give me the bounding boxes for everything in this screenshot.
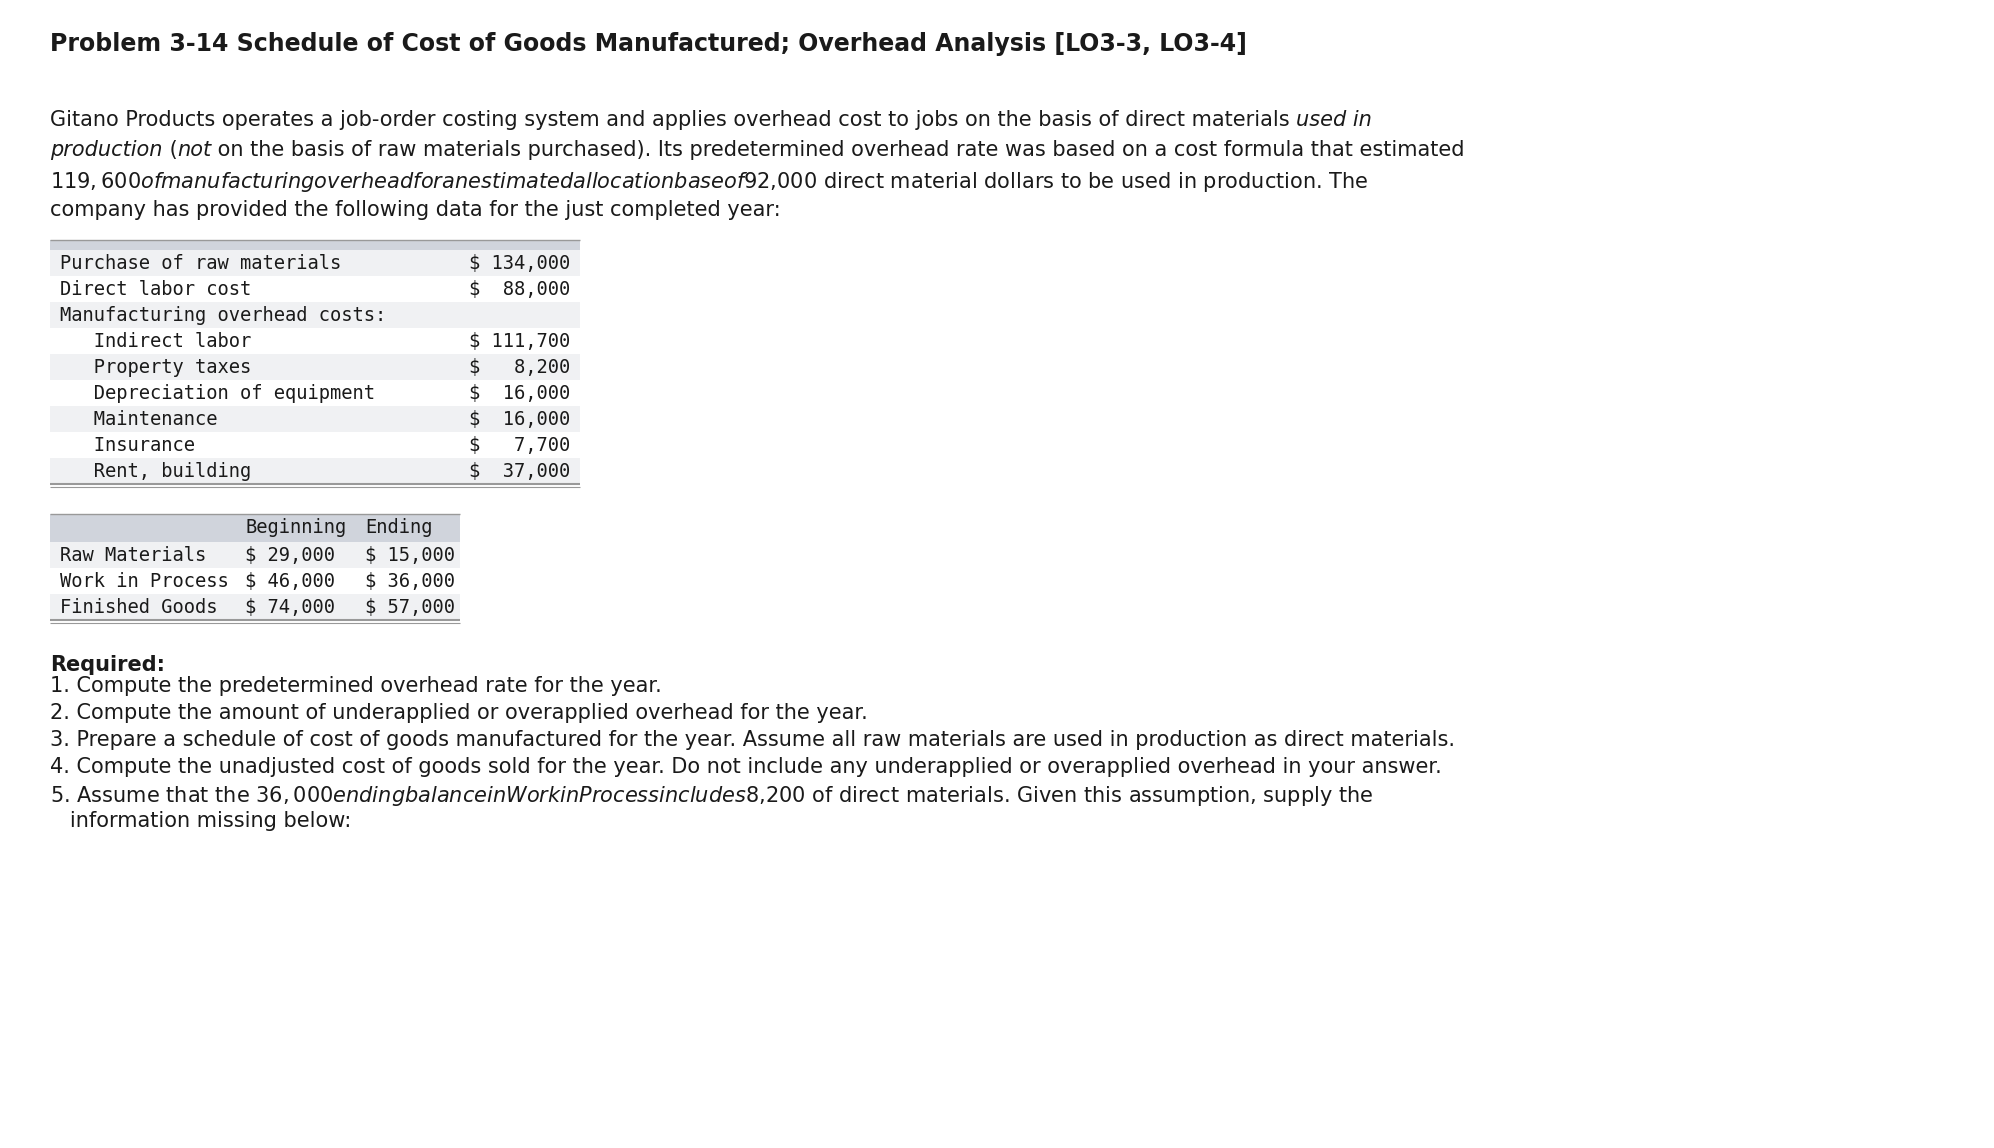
Text: $ 36,000: $ 36,000 — [365, 572, 455, 591]
Text: information missing below:: information missing below: — [50, 810, 351, 831]
Text: 3. Prepare a schedule of cost of goods manufactured for the year. Assume all raw: 3. Prepare a schedule of cost of goods m… — [50, 730, 1456, 750]
Text: Maintenance: Maintenance — [60, 410, 217, 429]
Text: production: production — [50, 140, 162, 160]
Text: Direct labor cost: Direct labor cost — [60, 280, 251, 298]
Text: $ 57,000: $ 57,000 — [365, 598, 455, 616]
Text: Insurance: Insurance — [60, 436, 195, 455]
Text: Ending: Ending — [365, 518, 433, 537]
Bar — [50, 514, 461, 542]
Text: (: ( — [162, 140, 177, 160]
Text: Rent, building: Rent, building — [60, 461, 251, 481]
Text: $ 46,000: $ 46,000 — [245, 572, 335, 591]
Text: $ 134,000: $ 134,000 — [469, 254, 570, 273]
Bar — [50, 328, 580, 354]
Text: $119,600 of manufacturing overhead for an estimated allocation base of $92,000 d: $119,600 of manufacturing overhead for a… — [50, 170, 1368, 194]
Text: Work in Process: Work in Process — [60, 572, 229, 591]
Bar — [50, 568, 461, 594]
Text: 5. Assume that the $36,000 ending balance in Work in Process includes $8,200 of : 5. Assume that the $36,000 ending balanc… — [50, 784, 1374, 808]
Text: Gitano Products operates a job-order costing system and applies overhead cost to: Gitano Products operates a job-order cos… — [50, 110, 1296, 130]
Text: 4. Compute the unadjusted cost of goods sold for the year. Do not include any un: 4. Compute the unadjusted cost of goods … — [50, 757, 1442, 777]
Bar — [50, 380, 580, 406]
Text: $ 15,000: $ 15,000 — [365, 546, 455, 565]
Text: $  88,000: $ 88,000 — [469, 280, 570, 298]
Text: not: not — [177, 140, 211, 160]
Bar — [50, 458, 580, 484]
Text: on the basis of raw materials purchased). Its predetermined overhead rate was ba: on the basis of raw materials purchased)… — [211, 140, 1466, 160]
Text: $ 111,700: $ 111,700 — [469, 332, 570, 351]
Text: $ 29,000: $ 29,000 — [245, 546, 335, 565]
Bar — [50, 542, 461, 568]
Bar — [50, 250, 580, 276]
Text: $   7,700: $ 7,700 — [469, 436, 570, 455]
Text: Property taxes: Property taxes — [60, 358, 251, 377]
Bar — [50, 406, 580, 432]
Text: $ 74,000: $ 74,000 — [245, 598, 335, 616]
Text: 2. Compute the amount of underapplied or overapplied overhead for the year.: 2. Compute the amount of underapplied or… — [50, 703, 867, 723]
Text: $  16,000: $ 16,000 — [469, 383, 570, 403]
Text: $   8,200: $ 8,200 — [469, 358, 570, 377]
Text: Indirect labor: Indirect labor — [60, 332, 251, 351]
Text: Beginning: Beginning — [245, 518, 347, 537]
Text: Manufacturing overhead costs:: Manufacturing overhead costs: — [60, 307, 387, 325]
Text: Finished Goods: Finished Goods — [60, 598, 217, 616]
Bar — [50, 276, 580, 302]
Text: $  16,000: $ 16,000 — [469, 410, 570, 429]
Text: Problem 3-14 Schedule of Cost of Goods Manufactured; Overhead Analysis [LO3-3, L: Problem 3-14 Schedule of Cost of Goods M… — [50, 32, 1246, 56]
Text: Purchase of raw materials: Purchase of raw materials — [60, 254, 341, 273]
Text: 1. Compute the predetermined overhead rate for the year.: 1. Compute the predetermined overhead ra… — [50, 676, 662, 696]
Text: Raw Materials: Raw Materials — [60, 546, 205, 565]
Bar — [50, 240, 580, 250]
Bar — [50, 432, 580, 458]
Bar — [50, 302, 580, 328]
Bar — [50, 354, 580, 380]
Bar — [50, 594, 461, 620]
Text: Required:: Required: — [50, 656, 166, 675]
Text: used in: used in — [1296, 110, 1372, 130]
Text: Depreciation of equipment: Depreciation of equipment — [60, 383, 375, 403]
Text: company has provided the following data for the just completed year:: company has provided the following data … — [50, 200, 780, 220]
Text: $  37,000: $ 37,000 — [469, 461, 570, 481]
